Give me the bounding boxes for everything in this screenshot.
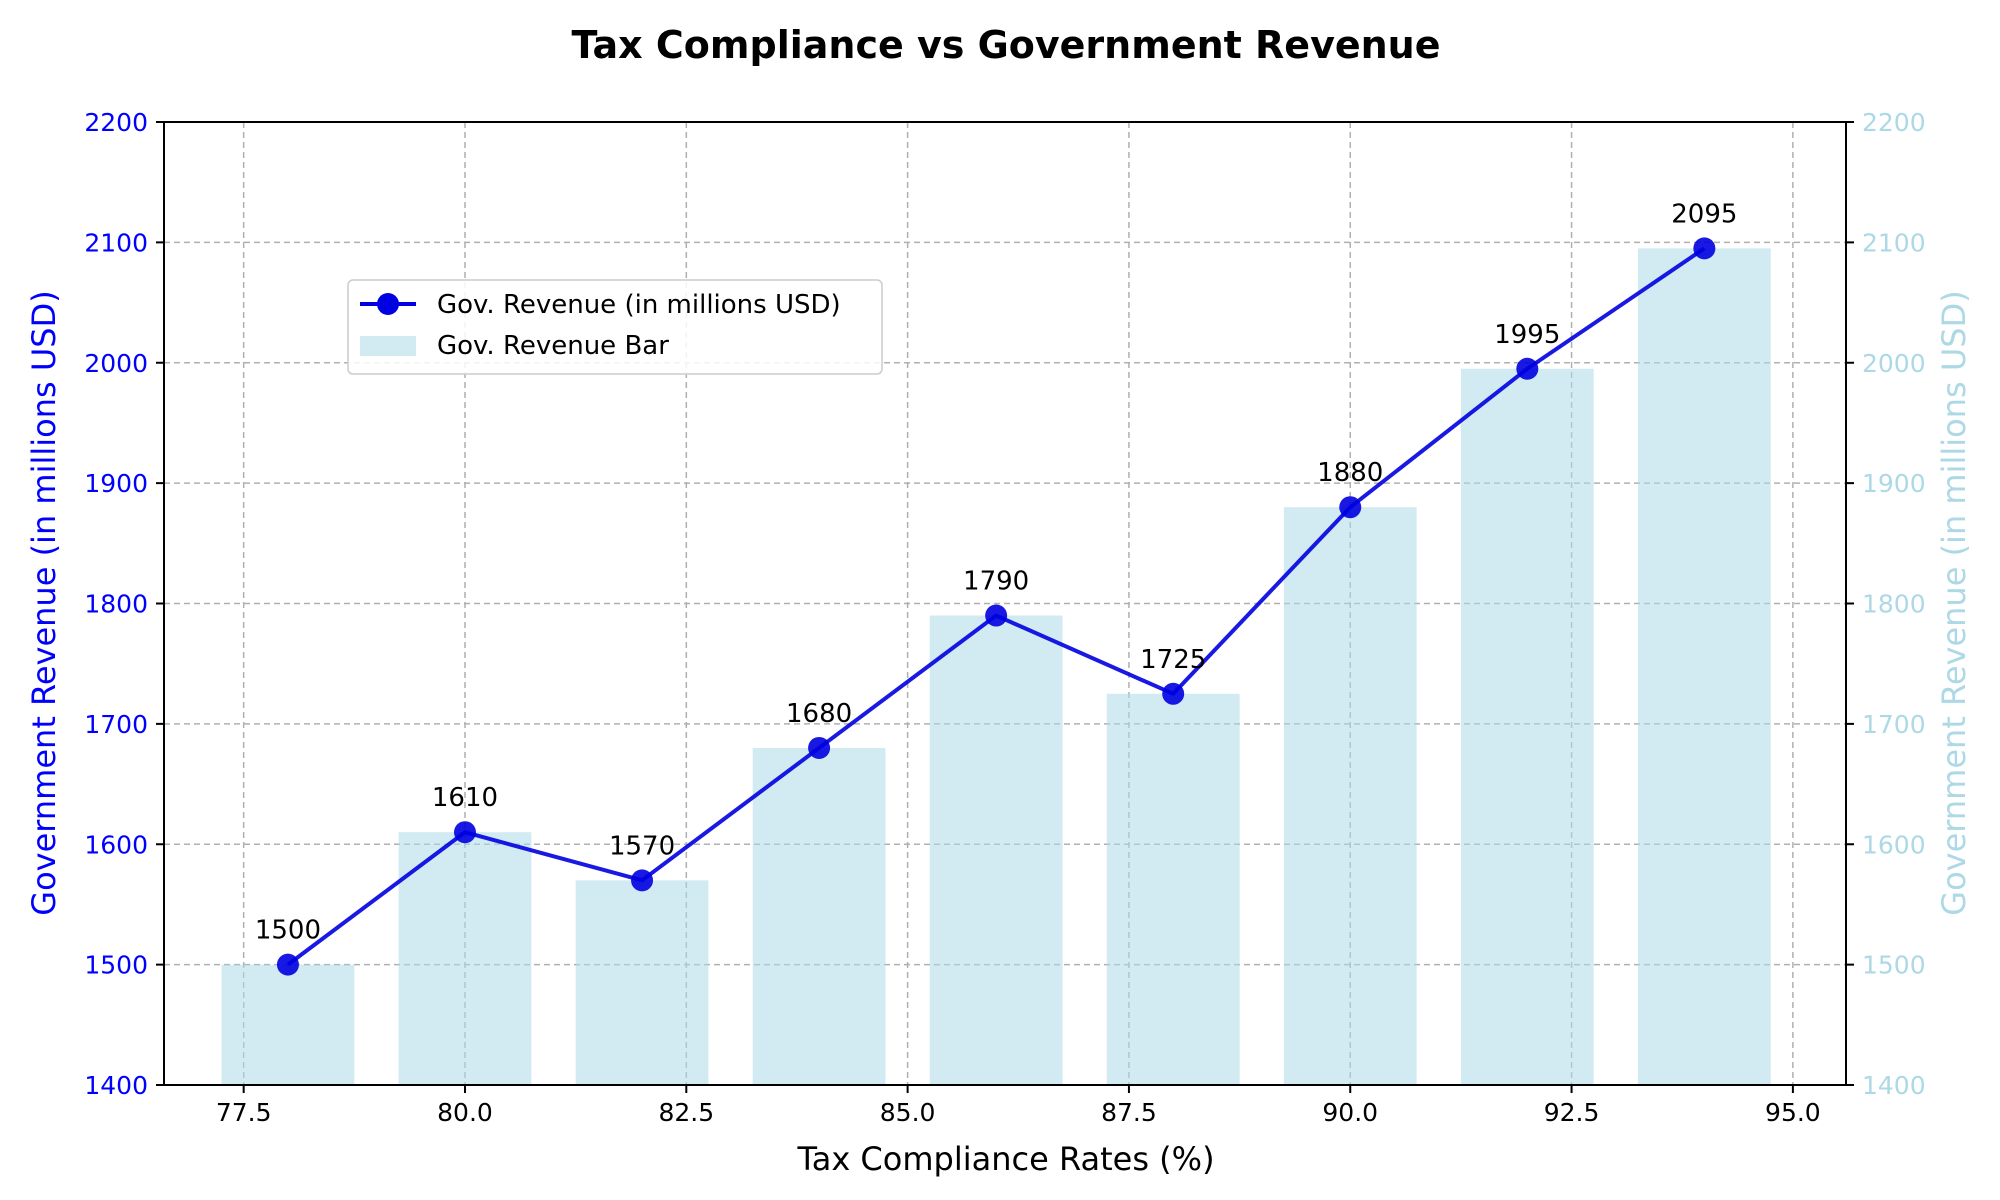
legend: Gov. Revenue (in millions USD) Gov. Reve… [347,279,883,375]
y-tick-label-left: 1500 [84,951,148,980]
revenue-bar [1283,507,1417,1085]
data-label: 1500 [255,916,321,946]
legend-entry-bar: Gov. Revenue Bar [437,331,669,361]
y-tick-label-left: 1800 [84,590,148,619]
data-label: 1725 [1140,645,1206,675]
bar-layer [221,248,1771,1086]
data-label: 1995 [1494,320,1560,350]
data-label-layer: 1500 1610 1570 1680 1790 1725 1880 1995 2095 [255,199,1738,945]
legend-box [347,279,883,375]
x-tick-label: 80.0 [437,1098,493,1127]
revenue-bar [575,880,709,1085]
x-tick-label: 92.5 [1544,1098,1600,1127]
data-label: 1790 [963,567,1029,597]
legend-marker-swatch [377,293,399,315]
revenue-point [631,869,654,892]
y-tick-label-left: 1600 [84,830,148,859]
revenue-bar [221,964,355,1085]
y-tick-label-left: 1700 [84,710,148,739]
y-tick-label-right: 1500 [1862,951,1926,980]
revenue-point [453,821,476,844]
x-tick-label: 95.0 [1765,1098,1821,1127]
revenue-point [985,604,1008,627]
revenue-bar [929,615,1063,1085]
y-tick-label-left: 2100 [84,228,148,257]
y-tick-label-left: 2000 [84,349,148,378]
x-tick-label: 82.5 [658,1098,714,1127]
chart-title: Tax Compliance vs Government Revenue [572,23,1441,67]
revenue-bar [1106,693,1240,1085]
revenue-point [1516,357,1539,380]
y-tick-label-right: 1700 [1862,710,1926,739]
revenue-point [1693,237,1716,260]
y-tick-label-left: 2200 [84,108,148,137]
legend-bar-swatch [360,336,416,356]
y-tick-label-right: 2100 [1862,228,1926,257]
revenue-point [276,953,299,976]
revenue-point [1162,682,1185,705]
data-label: 1880 [1317,458,1383,488]
y-tick-label-right: 1900 [1862,469,1926,498]
revenue-bar [1637,248,1771,1086]
y-tick-label-right: 1600 [1862,830,1926,859]
y-axis-label-left: Government Revenue (in millions USD) [25,290,63,915]
data-label: 2095 [1671,199,1737,229]
y-axis-label-right: Government Revenue (in millions USD) [1935,290,1973,915]
data-label: 1680 [786,699,852,729]
y-tick-label-left: 1900 [84,469,148,498]
y-tick-label-left: 1400 [84,1071,148,1100]
axis-layer: 77.5 80.0 82.5 85.0 87.5 90.0 92.5 95.0 1400 1400… [84,108,1925,1127]
x-tick-label: 90.0 [1322,1098,1378,1127]
revenue-point [1339,496,1362,519]
y-tick-label-right: 1400 [1862,1071,1926,1100]
revenue-bar [1460,368,1594,1085]
data-label: 1610 [432,783,498,813]
legend-entry-line: Gov. Revenue (in millions USD) [437,290,841,320]
x-tick-label: 87.5 [1101,1098,1157,1127]
revenue-point [808,736,831,759]
x-tick-label: 77.5 [216,1098,272,1127]
x-tick-label: 85.0 [880,1098,936,1127]
y-tick-label-right: 1800 [1862,590,1926,619]
x-axis-label: Tax Compliance Rates (%) [796,1140,1214,1178]
data-label: 1570 [609,831,675,861]
revenue-bar [752,747,886,1085]
y-tick-label-right: 2000 [1862,349,1926,378]
point-layer [276,237,1716,976]
revenue-bar [398,832,532,1085]
y-tick-label-right: 2200 [1862,108,1926,137]
